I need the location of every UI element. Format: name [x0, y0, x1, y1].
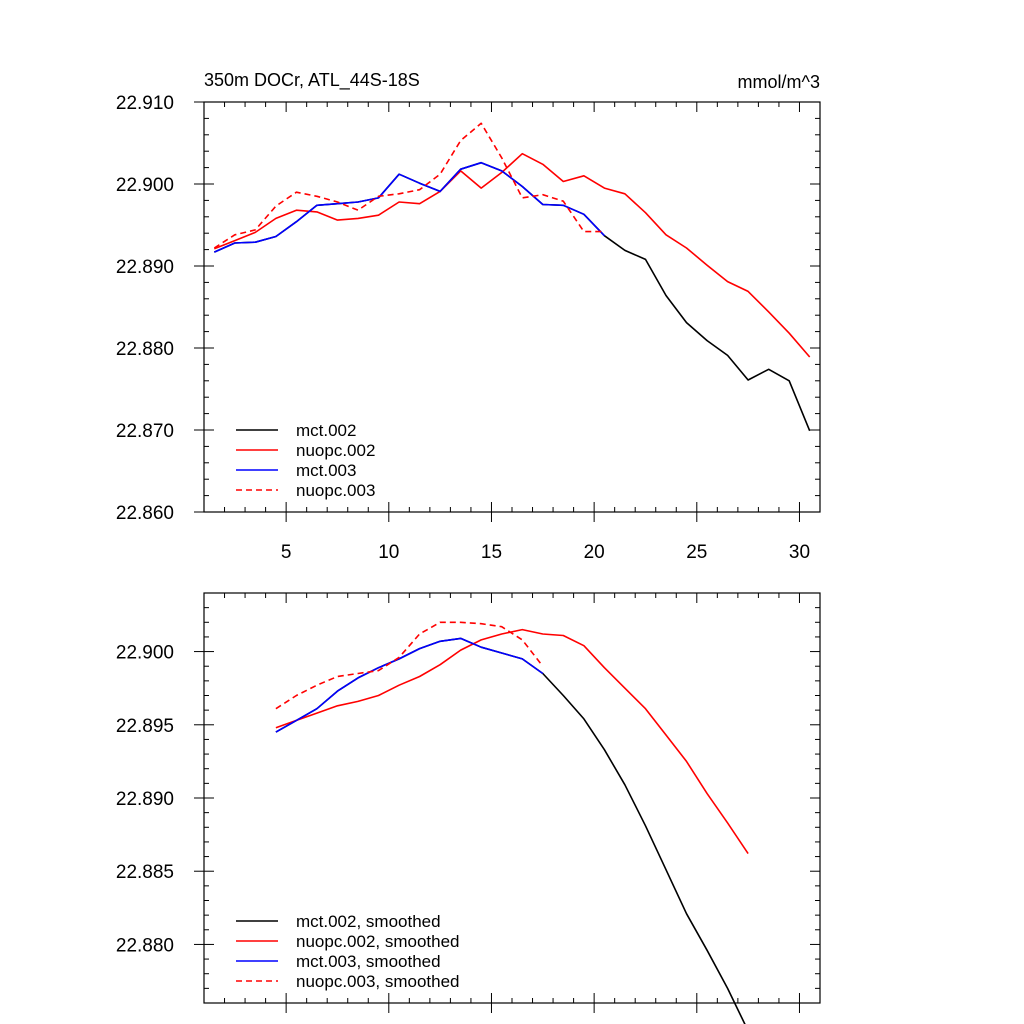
top-series-line-mct-003: [213, 161, 605, 253]
top-x-tick-label: 30: [789, 542, 810, 563]
top-legend-label: mct.002: [296, 421, 356, 440]
bottom-y-tick-label: 22.895: [116, 716, 174, 737]
bottom-y-tick-label: 22.900: [116, 643, 174, 664]
top-x-tick-label: 15: [481, 542, 502, 563]
top-y-tick-label: 22.910: [116, 93, 174, 114]
bottom-legend-label: mct.002, smoothed: [296, 912, 441, 931]
top-panel-title: 350m DOCr, ATL_44S-18S: [204, 70, 420, 91]
top-y-tick-label: 22.880: [116, 339, 174, 360]
bottom-panel: 22.880 22.885 22.890 22.895 22.900 mct.002, s…: [116, 592, 821, 1024]
top-panel-plot: 5 10 15 20 25 30 22.860 22.870 22.880 22.890 22.90…: [116, 93, 821, 563]
bottom-panel-plot: 22.880 22.885 22.890 22.895 22.900 mct.002, s…: [116, 592, 821, 1024]
top-x-tick-label: 5: [281, 542, 292, 563]
bottom-series-line-mct-003-smoothed: [275, 637, 544, 733]
top-x-tick-label: 20: [584, 542, 605, 563]
top-legend-label: nuopc.003: [296, 481, 375, 500]
bottom-y-tick-label: 22.885: [116, 862, 174, 883]
bottom-y-tick-label: 22.890: [116, 789, 174, 810]
top-legend-label: nuopc.002: [296, 441, 375, 460]
bottom-series-line-nuopc-003-smoothed: [275, 621, 544, 710]
bottom-y-tick-label: 22.880: [116, 935, 174, 956]
top-panel-units: mmol/m^3: [738, 72, 820, 92]
top-panel: 350m DOCr, ATL_44S-18S mmol/m^3 5 10 15 20 2…: [116, 70, 821, 563]
top-y-tick-label: 22.870: [116, 421, 174, 442]
top-y-tick-label: 22.890: [116, 257, 174, 278]
top-legend-label: mct.003: [296, 461, 356, 480]
top-y-tick-label: 22.860: [116, 503, 174, 524]
top-series-line-nuopc-003: [213, 122, 605, 249]
top-y-tick-label: 22.900: [116, 175, 174, 196]
top-x-tick-label: 10: [378, 542, 399, 563]
bottom-legend-label: nuopc.002, smoothed: [296, 932, 460, 951]
bottom-series-line-nuopc-002-smoothed: [275, 628, 749, 855]
bottom-legend-label: nuopc.003, smoothed: [296, 972, 460, 991]
top-series-line-nuopc-002: [214, 152, 811, 358]
bottom-legend-label: mct.003, smoothed: [296, 952, 441, 971]
top-x-tick-label: 25: [686, 542, 707, 563]
